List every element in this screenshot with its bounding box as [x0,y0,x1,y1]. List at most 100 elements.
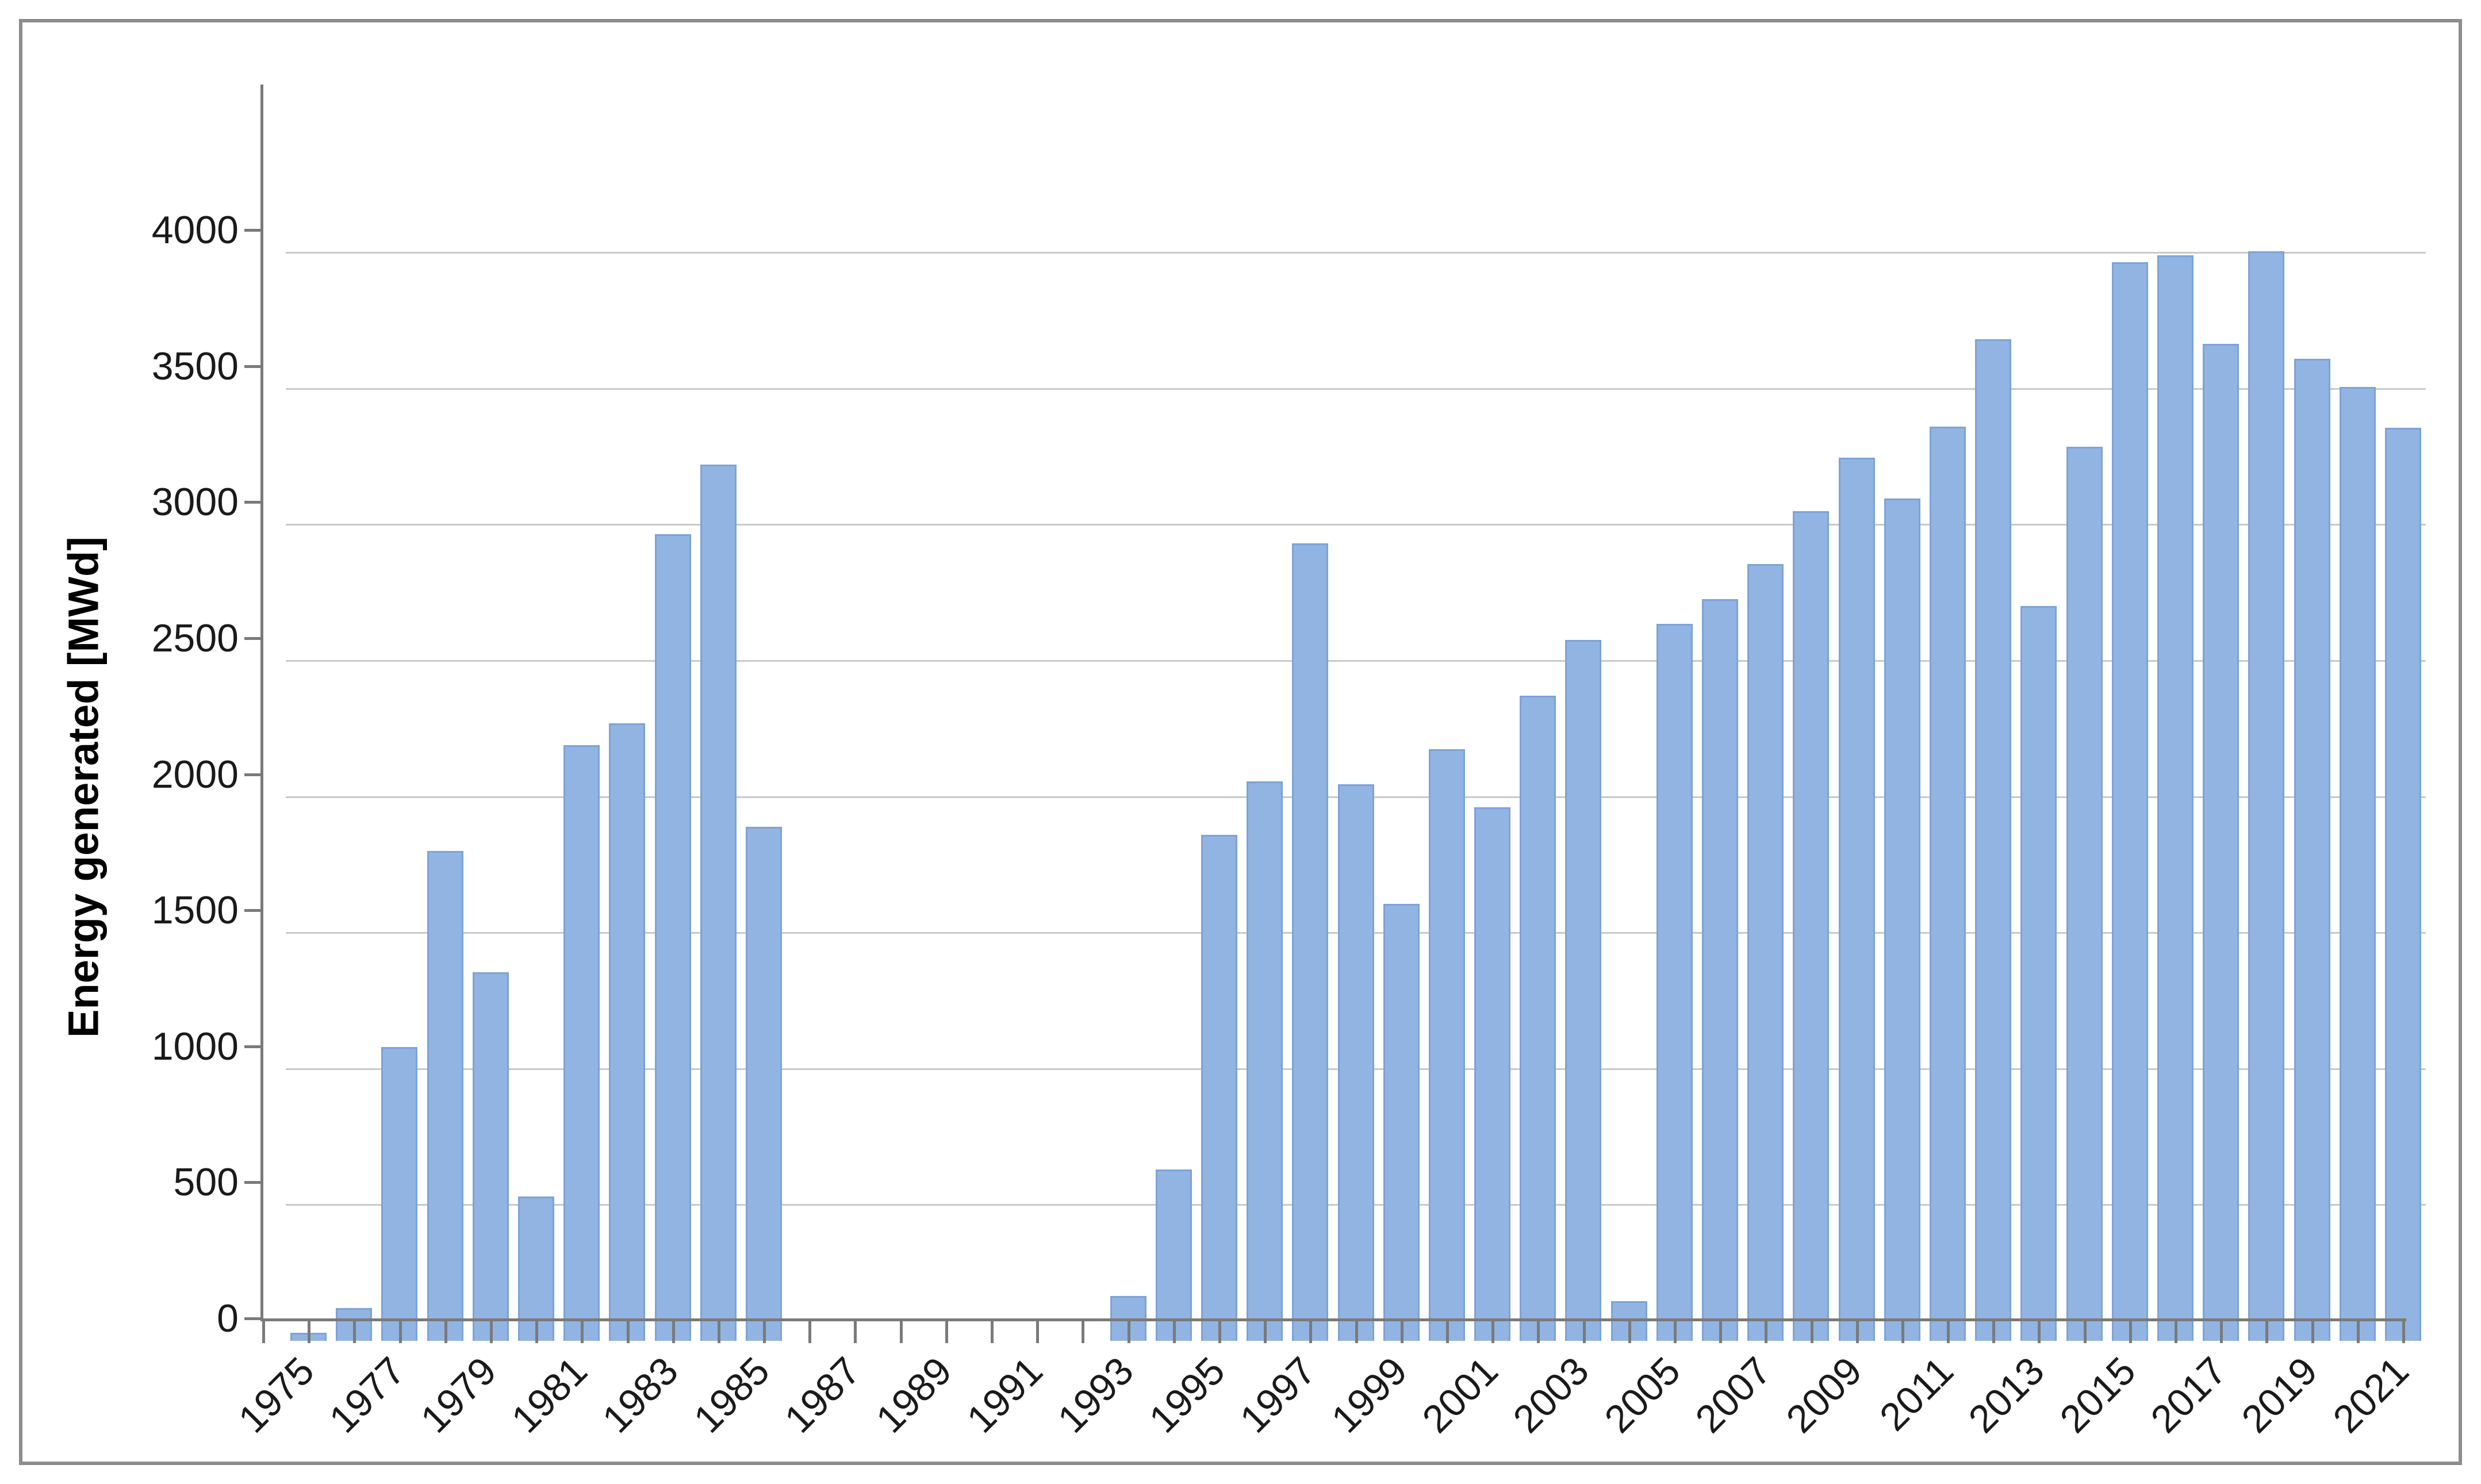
y-tick-2500 [244,636,260,640]
x-tick-label-text-1975: 1975 [230,1348,323,1441]
bar-1979 [472,972,509,1341]
x-tick-34 [1810,1321,1813,1343]
bar-2018 [2248,251,2285,1341]
bar-1982 [609,723,646,1341]
gridline-2500 [286,659,2426,662]
bar-1995 [1201,835,1237,1341]
bar-1977 [381,1047,418,1341]
x-tick-47 [2402,1321,2405,1343]
y-tick-label-1000: 1000 [151,1024,239,1068]
x-tick-44 [2265,1321,2269,1343]
y-tick-0 [244,1317,260,1320]
y-tick-1000 [244,1045,260,1048]
x-tick-5 [489,1321,493,1343]
x-tick-32 [1719,1321,1723,1343]
x-tick-40 [2083,1321,2087,1343]
bar-2021 [2384,428,2421,1341]
x-tick-label-text-2021: 2021 [2324,1348,2417,1441]
x-tick-2 [353,1321,356,1343]
x-tick-label-text-1993: 1993 [1049,1348,1142,1441]
bar-2013 [2020,606,2057,1341]
x-tick-7 [581,1321,584,1343]
x-tick-0 [262,1321,265,1343]
bar-1994 [1155,1169,1192,1341]
x-tick-36 [1901,1321,1904,1343]
x-tick-17 [1036,1321,1040,1343]
x-tick-9 [672,1321,675,1343]
y-tick-label-0: 0 [217,1297,239,1340]
x-tick-11 [763,1321,766,1343]
bar-1999 [1383,904,1420,1341]
bar-2011 [1929,427,1966,1341]
y-tick-label-4000: 4000 [151,208,239,252]
x-tick-37 [1947,1321,1950,1343]
x-tick-label-text-2013: 2013 [1960,1348,2053,1441]
bar-2008 [1793,511,1830,1341]
x-tick-label-text-2005: 2005 [1596,1348,1689,1441]
y-tick-label-3500: 3500 [151,344,239,388]
x-tick-35 [1855,1321,1859,1343]
x-tick-label-text-2001: 2001 [1414,1348,1506,1441]
x-tick-label-text-1983: 1983 [594,1348,687,1441]
bar-2015 [2111,262,2148,1341]
x-tick-38 [1992,1321,1996,1343]
y-tick-4000 [244,229,260,232]
y-tick-1500 [244,909,260,912]
bar-2003 [1565,640,1602,1341]
x-tick-label-text-1979: 1979 [412,1348,505,1441]
bar-1998 [1337,784,1374,1341]
chart-frame: Energy generated [MWd] 0 500 1000 1500 2000 2… [19,19,2462,1465]
bar-2005 [1656,624,1693,1341]
bar-2017 [2203,344,2240,1341]
bar-1997 [1292,543,1329,1341]
gridline-3000 [286,524,2426,526]
y-tick-500 [244,1181,260,1184]
x-tick-label-text-2009: 2009 [1778,1348,1871,1441]
x-tick-label-text-1995: 1995 [1140,1348,1233,1441]
y-tick-label-500: 500 [173,1160,239,1205]
bar-1980 [518,1197,555,1341]
x-tick-label-text-2019: 2019 [2233,1348,2326,1441]
y-tick-3000 [244,501,260,504]
x-tick-43 [2220,1321,2223,1343]
bar-2000 [1428,749,1465,1341]
x-tick-42 [2175,1321,2178,1343]
x-tick-29 [1582,1321,1586,1343]
x-tick-28 [1537,1321,1540,1343]
x-tick-4 [444,1321,447,1343]
bar-2001 [1474,807,1511,1341]
x-tick-label-text-2003: 2003 [1505,1348,1598,1441]
bar-2006 [1702,599,1739,1341]
x-tick-6 [535,1321,539,1343]
x-axis-line [260,1318,2406,1321]
x-tick-24 [1355,1321,1358,1343]
x-tick-21 [1218,1321,1222,1343]
bar-2007 [1747,564,1784,1341]
x-tick-45 [2311,1321,2314,1343]
plot-area [286,107,2426,1341]
bar-1978 [427,851,463,1341]
x-tick-22 [1264,1321,1267,1343]
x-tick-8 [626,1321,630,1343]
x-tick-33 [1765,1321,1768,1343]
bar-1996 [1247,781,1283,1341]
x-tick-label-text-1991: 1991 [958,1348,1051,1441]
bar-2009 [1838,458,1875,1341]
x-tick-20 [1172,1321,1176,1343]
x-tick-3 [398,1321,402,1343]
y-tick-3500 [244,365,260,368]
x-tick-10 [717,1321,720,1343]
x-tick-label-text-2011: 2011 [1871,1348,1962,1440]
x-tick-13 [854,1321,857,1343]
bar-2020 [2339,387,2376,1341]
x-tick-label-text-1987: 1987 [776,1348,869,1441]
gridline-3500 [286,388,2426,390]
bar-2002 [1520,696,1556,1341]
x-tick-31 [1673,1321,1677,1343]
bar-1985 [746,827,782,1341]
x-tick-label-text-2017: 2017 [2142,1348,2235,1441]
x-tick-label-text-1997: 1997 [1232,1348,1325,1441]
y-axis-line [260,85,263,1321]
bar-2016 [2157,255,2194,1341]
